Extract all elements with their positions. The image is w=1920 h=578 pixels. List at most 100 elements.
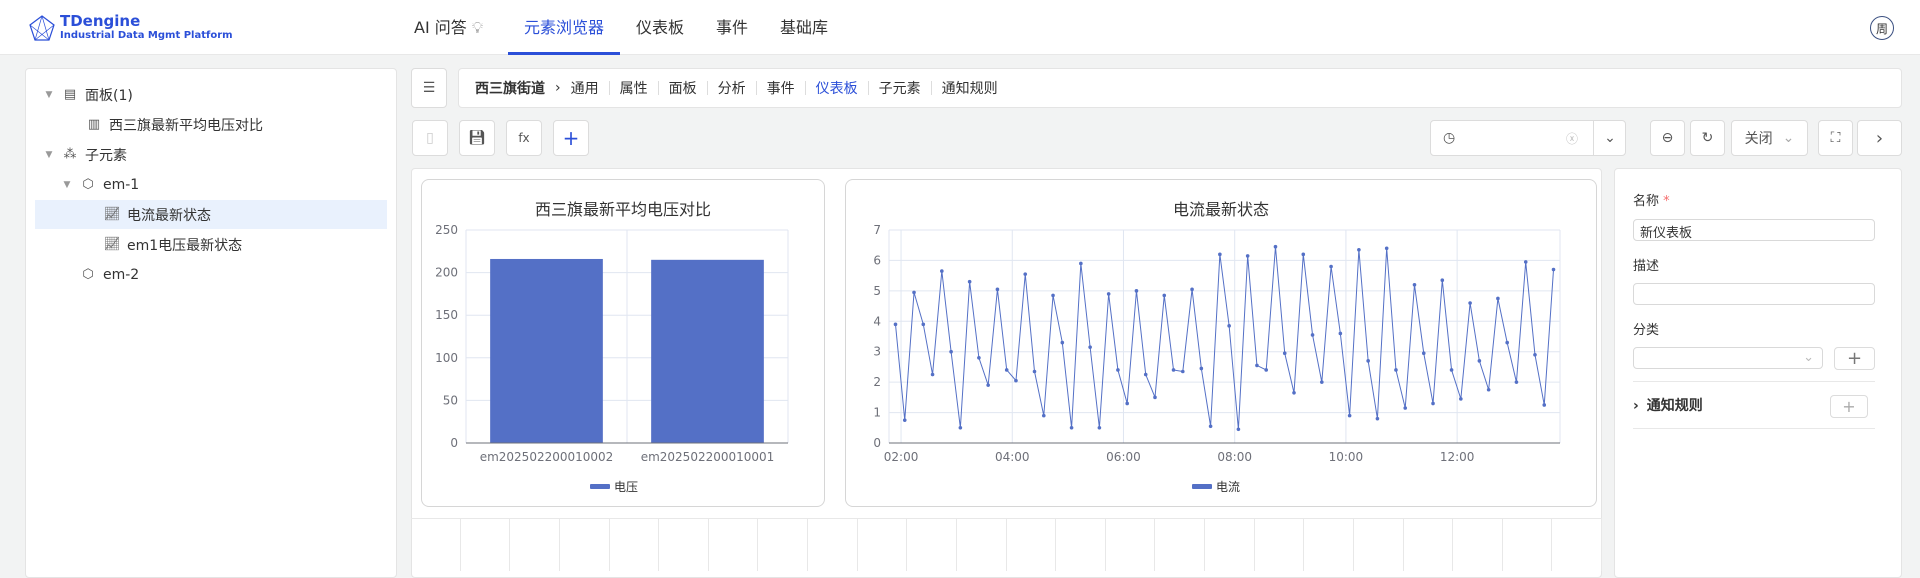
tree-item-voltage-compare[interactable]: ▥ 西三旗最新平均电压对比 bbox=[35, 110, 387, 139]
caret-down-icon[interactable]: ▼ bbox=[45, 89, 53, 100]
legend-swatch bbox=[590, 484, 610, 489]
tab-attributes[interactable]: 属性 bbox=[619, 81, 648, 97]
caret-down-icon[interactable]: ▼ bbox=[63, 179, 71, 190]
data-point bbox=[1199, 366, 1204, 371]
nav-ai-qa[interactable]: AI 问答 💡︎ bbox=[414, 18, 484, 37]
clear-icon[interactable]: ⓧ bbox=[1566, 131, 1579, 146]
data-point bbox=[1533, 352, 1537, 357]
data-point bbox=[1329, 264, 1333, 269]
panel-icon: ▤ bbox=[63, 87, 77, 102]
save-icon: 💾︎ bbox=[468, 130, 486, 146]
data-point bbox=[1041, 413, 1046, 418]
bar bbox=[651, 259, 764, 443]
data-point bbox=[940, 269, 944, 273]
y-tick-label: 250 bbox=[435, 223, 458, 237]
data-point bbox=[1477, 359, 1482, 363]
tab-panels[interactable]: 面板 bbox=[668, 81, 697, 97]
data-point bbox=[1403, 406, 1408, 410]
zoom-out-button[interactable]: ⊖ bbox=[1650, 120, 1685, 156]
zoom-out-icon: ⊖ bbox=[1661, 130, 1674, 146]
data-point bbox=[1143, 372, 1148, 377]
nav-library[interactable]: 基础库 bbox=[780, 18, 829, 37]
data-point bbox=[1542, 403, 1547, 407]
expand-panel-button[interactable]: › bbox=[1857, 120, 1902, 156]
tab-notification-rules[interactable]: 通知规则 bbox=[941, 81, 998, 97]
required-mark: * bbox=[1663, 194, 1670, 209]
bar-chart: 0 50 100 150 200 250 em202502200010002 em202502… bbox=[435, 223, 789, 494]
data-point bbox=[1023, 272, 1028, 276]
data-point bbox=[1116, 368, 1120, 372]
tab-analysis[interactable]: 分析 bbox=[717, 81, 746, 97]
data-point bbox=[1088, 345, 1092, 349]
tab-dashboard[interactable]: 仪表板 bbox=[815, 81, 858, 97]
y-tick-label: 7 bbox=[873, 223, 881, 237]
time-range-picker[interactable]: ◷ ⓧ ⌄ bbox=[1430, 120, 1626, 156]
category-select[interactable]: ⌄ bbox=[1633, 347, 1823, 369]
data-point bbox=[1236, 427, 1241, 432]
caret-down-icon[interactable]: ▼ bbox=[45, 149, 53, 160]
cluster-icon: ⁂ bbox=[63, 147, 77, 162]
avatar[interactable]: 周 bbox=[1870, 16, 1894, 40]
nav-element-browser[interactable]: 元素浏览器 bbox=[524, 18, 605, 37]
data-point bbox=[1551, 267, 1556, 272]
bar-chart-card[interactable]: 西三旗最新平均电压对比 0 50 100 150 200 250 em20250220001… bbox=[421, 179, 825, 507]
list-button[interactable]: ▯ bbox=[412, 120, 448, 156]
divider bbox=[804, 81, 806, 95]
chevron-down-icon[interactable]: ⌄ bbox=[1593, 121, 1626, 155]
refresh-button[interactable]: ↻ bbox=[1690, 120, 1725, 156]
legend-swatch bbox=[1192, 484, 1212, 489]
data-point bbox=[902, 418, 907, 422]
notification-rules-toggle[interactable]: › 通知规则 bbox=[1633, 398, 1703, 414]
data-point bbox=[995, 287, 1000, 292]
tree-item-em-1[interactable]: ▼ ⬡ em-1 bbox=[35, 170, 387, 199]
chevron-right-icon: › bbox=[1633, 398, 1639, 414]
data-point bbox=[958, 425, 963, 430]
tree-item-em1-voltage-status[interactable]: 📈︎ em1电压最新状态 bbox=[103, 237, 243, 254]
data-point bbox=[1180, 369, 1185, 374]
nav-events[interactable]: 事件 bbox=[716, 18, 749, 37]
breadcrumb: 西三旗街道 › 通用 属性 面板 分析 事件 仪表板 子元素 通知规则 bbox=[458, 68, 1902, 108]
add-category-button[interactable]: + bbox=[1834, 347, 1875, 370]
list-icon: ▯ bbox=[426, 130, 434, 146]
breadcrumb-root[interactable]: 西三旗街道 bbox=[475, 81, 545, 97]
tree-item-children[interactable]: ▼ ⁂ 子元素 bbox=[35, 140, 387, 169]
description-input[interactable] bbox=[1633, 283, 1875, 305]
formula-button[interactable]: fx bbox=[506, 120, 542, 156]
line-chart-icon: 📈︎ bbox=[103, 237, 121, 252]
plus-icon: + bbox=[562, 126, 580, 150]
tab-general[interactable]: 通用 bbox=[570, 81, 599, 97]
data-point bbox=[1227, 324, 1231, 328]
data-point bbox=[1431, 401, 1435, 406]
auto-refresh-select[interactable]: 关闭 ⌄ bbox=[1731, 120, 1808, 156]
tree-item-current-status[interactable]: 📈︎ 电流最新状态 bbox=[35, 200, 387, 229]
nav-dashboard[interactable]: 仪表板 bbox=[636, 18, 685, 37]
save-button[interactable]: 💾︎ bbox=[459, 120, 495, 156]
tree-item-panels[interactable]: ▼ ▤ 面板(1) bbox=[35, 80, 387, 109]
line-chart-card[interactable]: 电流最新状态 0 1 2 3 4 5 6 7 02:00 04:00 06:00 08:00 10:00… bbox=[845, 179, 1597, 507]
logo-title: TDengine bbox=[60, 12, 141, 30]
tab-children[interactable]: 子元素 bbox=[878, 81, 921, 97]
data-point bbox=[1097, 425, 1102, 430]
data-point bbox=[1366, 359, 1370, 363]
data-point bbox=[1347, 413, 1352, 418]
chevron-right-icon: › bbox=[555, 80, 561, 96]
add-notification-rule-button[interactable]: + bbox=[1830, 395, 1868, 418]
y-tick-label: 6 bbox=[873, 253, 881, 267]
lightbulb-icon: 💡︎ bbox=[471, 18, 484, 37]
data-point bbox=[893, 322, 898, 327]
collapse-sidebar-button[interactable]: ☰ bbox=[411, 68, 447, 108]
name-input[interactable]: 新仪表板 bbox=[1633, 219, 1875, 241]
tab-events[interactable]: 事件 bbox=[766, 81, 795, 97]
bar-chart-icon: ▥ bbox=[87, 117, 101, 132]
add-button[interactable]: + bbox=[553, 120, 589, 156]
data-point bbox=[1153, 395, 1157, 400]
tree-item-em-2[interactable]: ⬡ em-2 bbox=[35, 260, 387, 289]
fullscreen-button[interactable]: ⛶ bbox=[1818, 120, 1853, 156]
formula-icon: fx bbox=[518, 131, 530, 145]
x-tick-label: 12:00 bbox=[1440, 450, 1475, 464]
data-point bbox=[1357, 247, 1361, 252]
category-label: 分类 bbox=[1633, 323, 1660, 338]
x-tick-label: 08:00 bbox=[1217, 450, 1252, 464]
data-point bbox=[1486, 387, 1491, 392]
data-point bbox=[986, 383, 990, 387]
